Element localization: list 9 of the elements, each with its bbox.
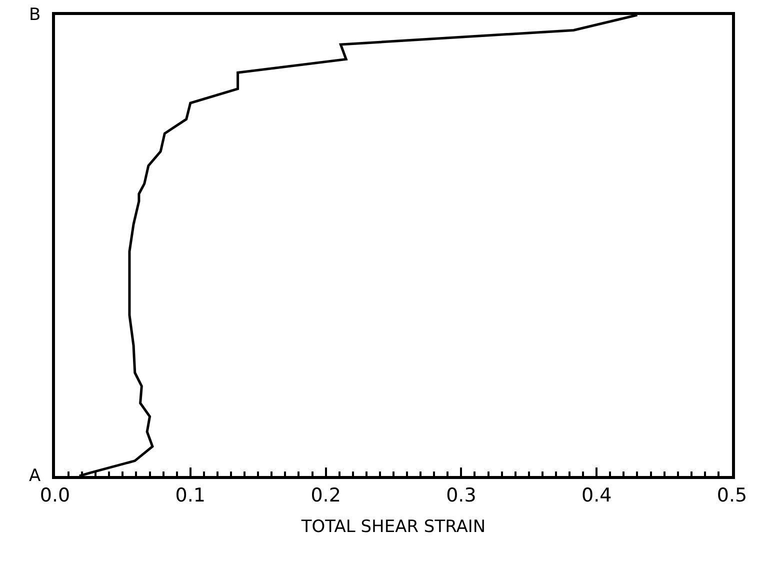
x-tick-label: 0.0 <box>40 484 70 507</box>
x-tick-label: 0.1 <box>175 484 206 507</box>
text: B <box>29 5 41 25</box>
x-tick-label: 0.4 <box>581 484 612 507</box>
x-tick-label: 0.3 <box>446 484 476 507</box>
x-axis-title: TOTAL SHEAR STRAIN <box>300 516 486 537</box>
x-tick-label: 0.2 <box>310 484 341 507</box>
x-tick-label: 0.5 <box>716 484 748 507</box>
text: A <box>29 466 41 486</box>
